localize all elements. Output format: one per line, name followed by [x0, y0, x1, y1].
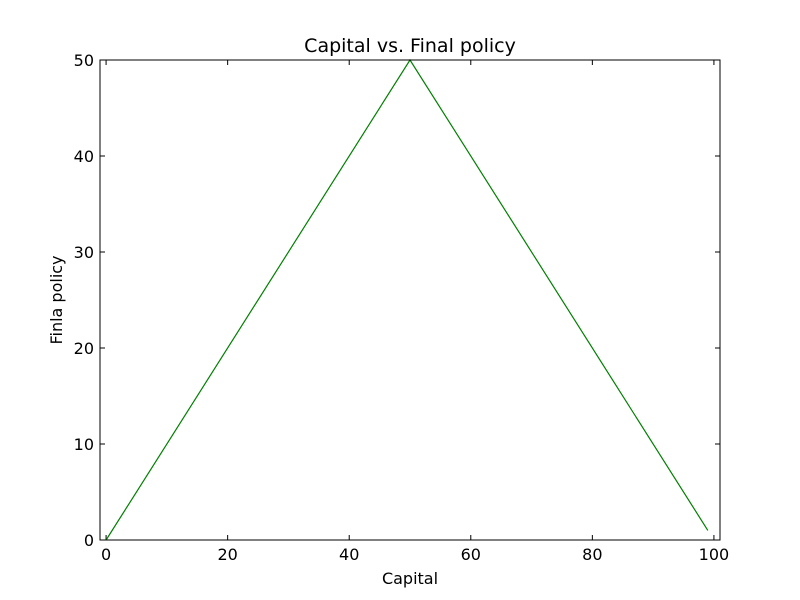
- y-axis-label: Finla policy: [47, 255, 66, 344]
- y-tick-label: 30: [74, 243, 94, 262]
- x-tick-label: 40: [339, 545, 359, 564]
- x-tick-label: 80: [582, 545, 602, 564]
- plot-area: [100, 60, 720, 540]
- chart-title: Capital vs. Final policy: [304, 35, 516, 57]
- y-tick-label: 10: [74, 435, 94, 454]
- tick-labels: 0 20 40 60 80 100 0 10 20 30 40 50: [74, 51, 730, 564]
- y-tick-label: 0: [84, 531, 94, 550]
- x-tick-label: 20: [217, 545, 237, 564]
- plot-frame: [99, 59, 721, 541]
- x-tick-label: 100: [699, 545, 730, 564]
- x-tick-label: 0: [101, 545, 111, 564]
- y-tick-label: 50: [74, 51, 94, 70]
- x-tick-label: 60: [461, 545, 481, 564]
- x-axis-label: Capital: [382, 569, 438, 588]
- y-tick-label: 40: [74, 147, 94, 166]
- y-tick-label: 20: [74, 339, 94, 358]
